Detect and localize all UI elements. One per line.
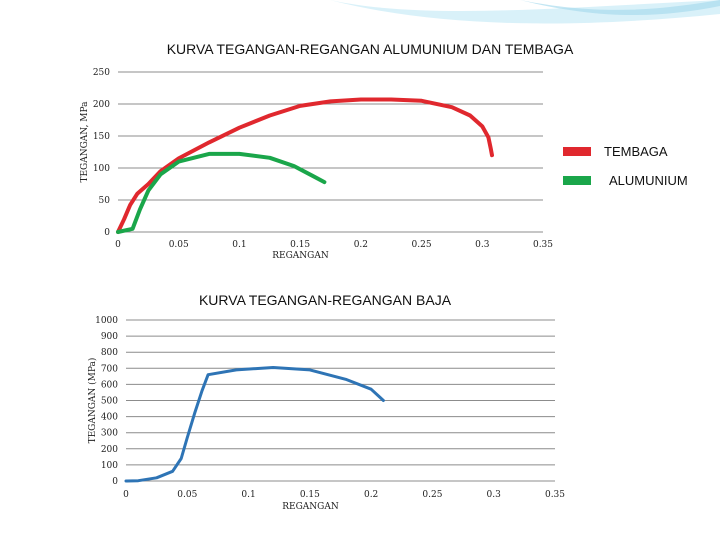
bottom-x-tick-label: 0.15 — [300, 490, 320, 500]
top-x-tick-label: 0.3 — [475, 240, 490, 250]
top-x-axis-label: REGANGAN — [272, 251, 329, 261]
bottom-y-axis-label: TEGANGAN (MPa) — [87, 358, 98, 444]
legend-label-1: ALUMUNIUM — [609, 173, 688, 188]
bottom-y-tick-label: 1000 — [95, 316, 118, 326]
bottom-x-tick-label: 0.2 — [364, 490, 378, 500]
legend-swatch-1 — [563, 176, 591, 185]
top-x-tick-label: 0.25 — [412, 240, 432, 250]
bottom-y-tick-label: 500 — [101, 397, 118, 407]
legend-label-0: TEMBAGA — [604, 144, 668, 159]
bottom-y-tick-label: 200 — [101, 445, 118, 455]
top-y-tick-label: 50 — [99, 196, 111, 206]
background-swoosh — [330, 0, 720, 24]
top-x-tick-label: 0.2 — [354, 240, 368, 250]
bottom-x-tick-label: 0 — [123, 490, 129, 500]
top-y-tick-label: 150 — [93, 132, 110, 142]
top-y-tick-label: 0 — [104, 228, 110, 238]
bottom-y-tick-label: 600 — [101, 380, 118, 390]
legend-swatch-0 — [563, 147, 591, 156]
top-series-line-1 — [116, 151, 327, 234]
chart-title-steel: KURVA TEGANGAN-REGANGAN BAJA — [198, 292, 452, 308]
top-y-tick-label: 250 — [93, 68, 110, 78]
top-series-line-0 — [116, 97, 494, 234]
bottom-x-tick-label: 0.25 — [422, 490, 442, 500]
bottom-y-tick-label: 100 — [101, 461, 118, 471]
bottom-x-tick-label: 0.05 — [177, 490, 197, 500]
bottom-x-tick-label: 0.1 — [241, 490, 255, 500]
bottom-y-tick-label: 800 — [101, 348, 118, 358]
top-y-tick-label: 100 — [93, 164, 110, 174]
bottom-x-axis-label: REGANGAN — [282, 502, 339, 512]
top-x-tick-label: 0.35 — [533, 240, 553, 250]
bottom-y-tick-label: 300 — [101, 429, 118, 439]
bottom-y-tick-label: 900 — [101, 332, 118, 342]
top-y-axis-label: TEGANGAN, MPa — [80, 101, 90, 183]
bottom-y-tick-label: 0 — [112, 477, 118, 487]
top-x-tick-label: 0.15 — [290, 240, 310, 250]
bottom-x-tick-label: 0.35 — [545, 490, 565, 500]
bottom-series-line-0 — [124, 366, 385, 483]
top-x-tick-label: 0.1 — [232, 240, 246, 250]
bottom-x-tick-label: 0.3 — [487, 490, 502, 500]
chart-title-aluminium-copper: KURVA TEGANGAN-REGANGAN ALUMUNIUM DAN TE… — [166, 41, 574, 57]
top-x-tick-label: 0.05 — [169, 240, 189, 250]
top-x-tick-label: 0 — [115, 240, 121, 250]
bottom-y-tick-label: 700 — [101, 364, 118, 374]
bottom-y-tick-label: 400 — [101, 413, 118, 423]
top-y-tick-label: 200 — [93, 100, 110, 110]
